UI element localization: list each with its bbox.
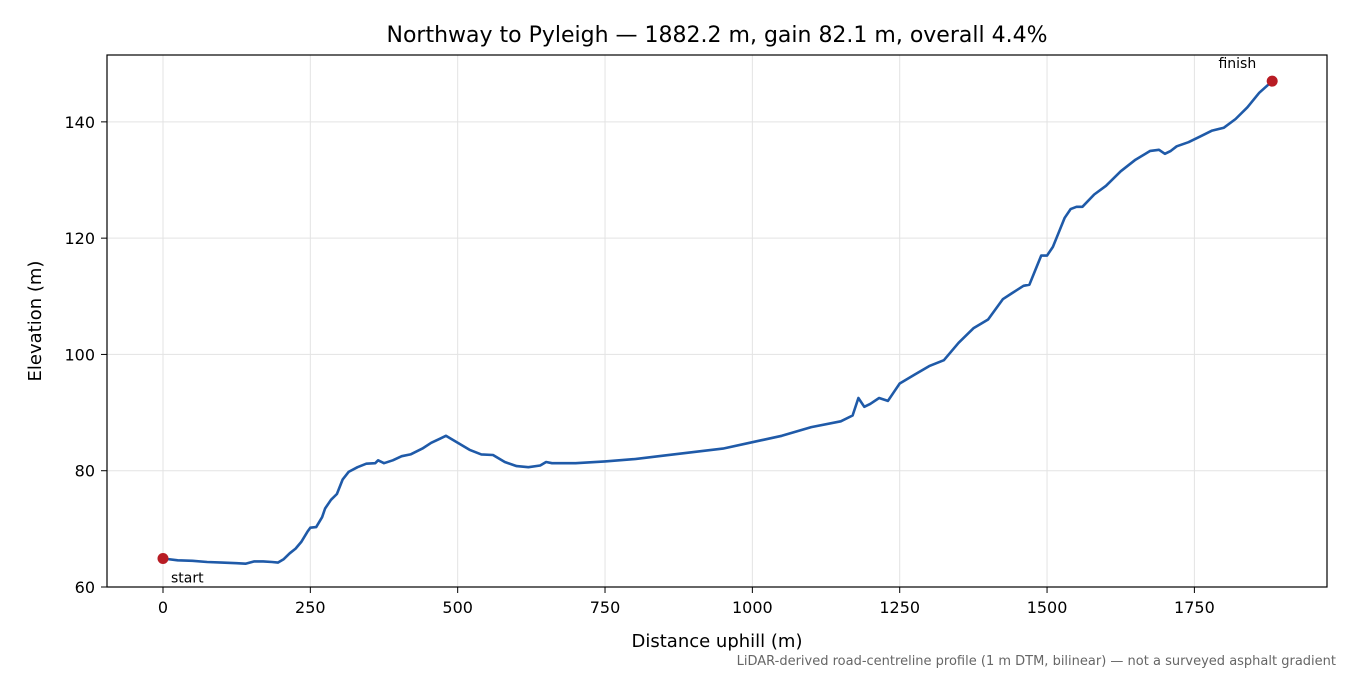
annotations: start finish — [157, 56, 1278, 587]
y-axis-label: Elevation (m) — [25, 261, 46, 382]
x-tick-label: 250 — [295, 598, 326, 617]
x-tick-label: 750 — [590, 598, 621, 617]
y-tick-label: 140 — [64, 113, 95, 132]
y-tick-label: 100 — [64, 345, 95, 364]
x-tick-label: 1750 — [1174, 598, 1215, 617]
finish-label: finish — [1218, 56, 1256, 72]
chart-title: Northway to Pyleigh — 1882.2 m, gain 82.… — [387, 23, 1048, 48]
start-label: start — [171, 571, 204, 587]
series-layer — [161, 79, 1274, 566]
x-tick-label: 1500 — [1027, 598, 1068, 617]
source-note: LiDAR-derived road-centreline profile (1… — [737, 654, 1336, 669]
axis-ticks: 0 250 500 750 1000 1250 1500 1750 60 80 100 120 140 — [64, 113, 1214, 617]
x-tick-label: 0 — [158, 598, 168, 617]
x-tick-label: 1000 — [732, 598, 773, 617]
x-tick-label: 500 — [442, 598, 473, 617]
plot-frame — [106, 54, 1328, 588]
finish-marker — [1266, 75, 1278, 87]
y-tick-label: 60 — [75, 578, 95, 597]
y-tick-label: 80 — [75, 462, 95, 481]
x-axis-label: Distance uphill (m) — [632, 631, 803, 652]
y-tick-label: 120 — [64, 229, 95, 248]
start-marker — [157, 553, 169, 565]
elevation-profile-line — [161, 79, 1274, 566]
x-tick-label: 1250 — [879, 598, 920, 617]
